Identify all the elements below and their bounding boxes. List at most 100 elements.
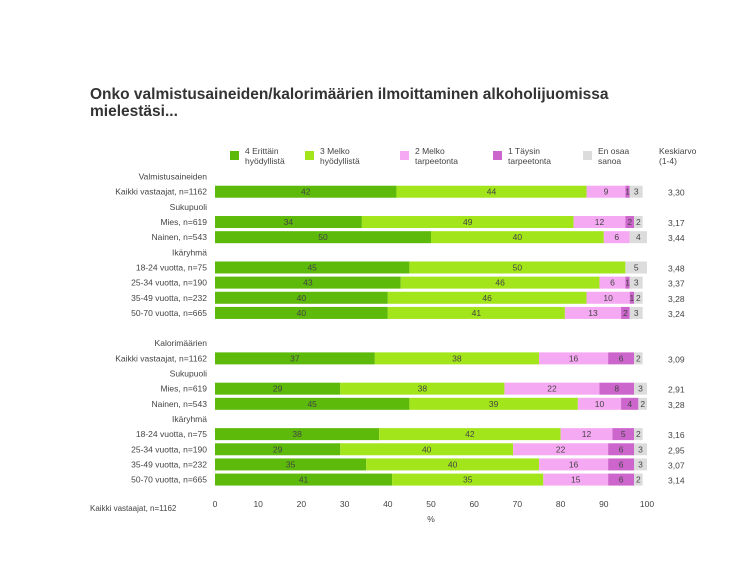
legend-label: En osaa sanoa xyxy=(598,146,630,166)
data-label: 3 xyxy=(634,187,639,197)
data-label: 29 xyxy=(273,384,283,394)
legend-swatch xyxy=(493,151,502,160)
legend-label: 1 Täysin tarpeetonta xyxy=(508,146,552,166)
data-label: 38 xyxy=(292,429,302,439)
bar-segment xyxy=(634,458,647,471)
data-label: 2 xyxy=(636,293,641,303)
data-label: 34 xyxy=(284,217,294,227)
data-label: 4 xyxy=(636,232,641,242)
data-label: 4 xyxy=(627,399,632,409)
bar-segment xyxy=(634,443,647,456)
bar-segment xyxy=(612,428,635,441)
group-header: Ikäryhmä xyxy=(172,247,207,257)
data-label: 22 xyxy=(547,384,557,394)
bar-segment xyxy=(215,291,388,304)
bar-segment xyxy=(621,397,639,410)
data-label: 8 xyxy=(614,384,619,394)
bar-segment xyxy=(409,261,626,274)
bar-segment xyxy=(634,216,643,229)
bar-segment xyxy=(586,291,630,304)
bar-segment xyxy=(629,306,643,319)
data-label: 39 xyxy=(489,399,499,409)
x-axis-label: % xyxy=(427,514,435,524)
data-label: 6 xyxy=(614,232,619,242)
row-label: Nainen, n=543 xyxy=(151,399,207,409)
data-label: 40 xyxy=(448,459,458,469)
data-label: 5 xyxy=(621,429,626,439)
bar-segment xyxy=(634,352,643,365)
bar-segment xyxy=(366,458,539,471)
row-label: Kaikki vastaajat, n=1162 xyxy=(115,353,207,363)
bar-segment xyxy=(513,443,609,456)
mean-value: 2,91 xyxy=(668,385,685,395)
mean-value: 3,09 xyxy=(668,354,685,364)
data-label: 6 xyxy=(619,459,624,469)
bar-segment xyxy=(573,216,626,229)
bar-segment xyxy=(396,185,587,198)
data-label: 2 xyxy=(636,353,641,363)
data-label: 38 xyxy=(452,353,462,363)
row-label: 35-49 vuotta, n=232 xyxy=(131,293,207,303)
x-tick-label: 50 xyxy=(426,499,436,509)
mean-value: 3,30 xyxy=(668,188,685,198)
x-tick-label: 80 xyxy=(556,499,566,509)
data-label: 3 xyxy=(638,459,643,469)
data-label: 22 xyxy=(556,444,566,454)
row-label: 25-34 vuotta, n=190 xyxy=(131,278,207,288)
bar-segment xyxy=(634,473,643,486)
data-label: 9 xyxy=(604,187,609,197)
data-label: 3 xyxy=(634,278,639,288)
bar-segment xyxy=(215,458,367,471)
mean-value: 2,95 xyxy=(668,445,685,455)
data-label: 16 xyxy=(569,353,579,363)
mean-column-header: Keskiarvo (1-4) xyxy=(659,146,697,166)
x-tick-label: 70 xyxy=(513,499,523,509)
x-tick-label: 40 xyxy=(383,499,393,509)
data-label: 1 xyxy=(630,293,635,303)
x-tick-label: 90 xyxy=(599,499,609,509)
row-label: Mies, n=619 xyxy=(160,384,207,394)
data-label: 43 xyxy=(303,278,313,288)
group-header: Valmistusaineiden xyxy=(139,172,208,182)
row-label: Kaikki vastaajat, n=1162 xyxy=(115,187,207,197)
bar-segment xyxy=(539,458,609,471)
bar-segment xyxy=(215,382,341,395)
data-label: 40 xyxy=(297,293,307,303)
bar-segment xyxy=(215,185,397,198)
group-header: Ikäryhmä xyxy=(172,414,207,424)
row-label: 35-49 vuotta, n=232 xyxy=(131,459,207,469)
bar-segment xyxy=(608,352,635,365)
data-label: 1 xyxy=(625,187,630,197)
bar-segment xyxy=(629,276,643,289)
row-label: 18-24 vuotta, n=75 xyxy=(136,262,207,272)
legend-swatch xyxy=(230,151,239,160)
bar-segment xyxy=(608,458,635,471)
bar-segment xyxy=(400,276,600,289)
data-label: 2 xyxy=(636,217,641,227)
bar-segment xyxy=(387,291,587,304)
data-label: 1 xyxy=(625,278,630,288)
bar-segment xyxy=(564,306,622,319)
mean-value: 3,28 xyxy=(668,294,685,304)
data-label: 3 xyxy=(638,444,643,454)
data-label: 37 xyxy=(290,353,300,363)
data-label: 3 xyxy=(634,308,639,318)
bar-segment xyxy=(340,382,505,395)
data-label: 15 xyxy=(571,475,581,485)
data-label: 41 xyxy=(472,308,482,318)
bar-segment xyxy=(374,352,539,365)
bar-segment xyxy=(586,185,626,198)
data-label: 2 xyxy=(627,217,632,227)
bar-segment xyxy=(577,397,622,410)
bar-segment xyxy=(629,291,635,304)
bar-segment xyxy=(599,276,626,289)
data-label: 12 xyxy=(595,217,605,227)
data-label: 2 xyxy=(640,399,645,409)
mean-value: 3,14 xyxy=(668,476,685,486)
bar-segment xyxy=(215,261,410,274)
data-label: 29 xyxy=(273,444,283,454)
bar-segment xyxy=(625,216,635,229)
row-label: Nainen, n=543 xyxy=(151,232,207,242)
legend-label: 3 Melko hyödyllistä xyxy=(320,146,360,166)
